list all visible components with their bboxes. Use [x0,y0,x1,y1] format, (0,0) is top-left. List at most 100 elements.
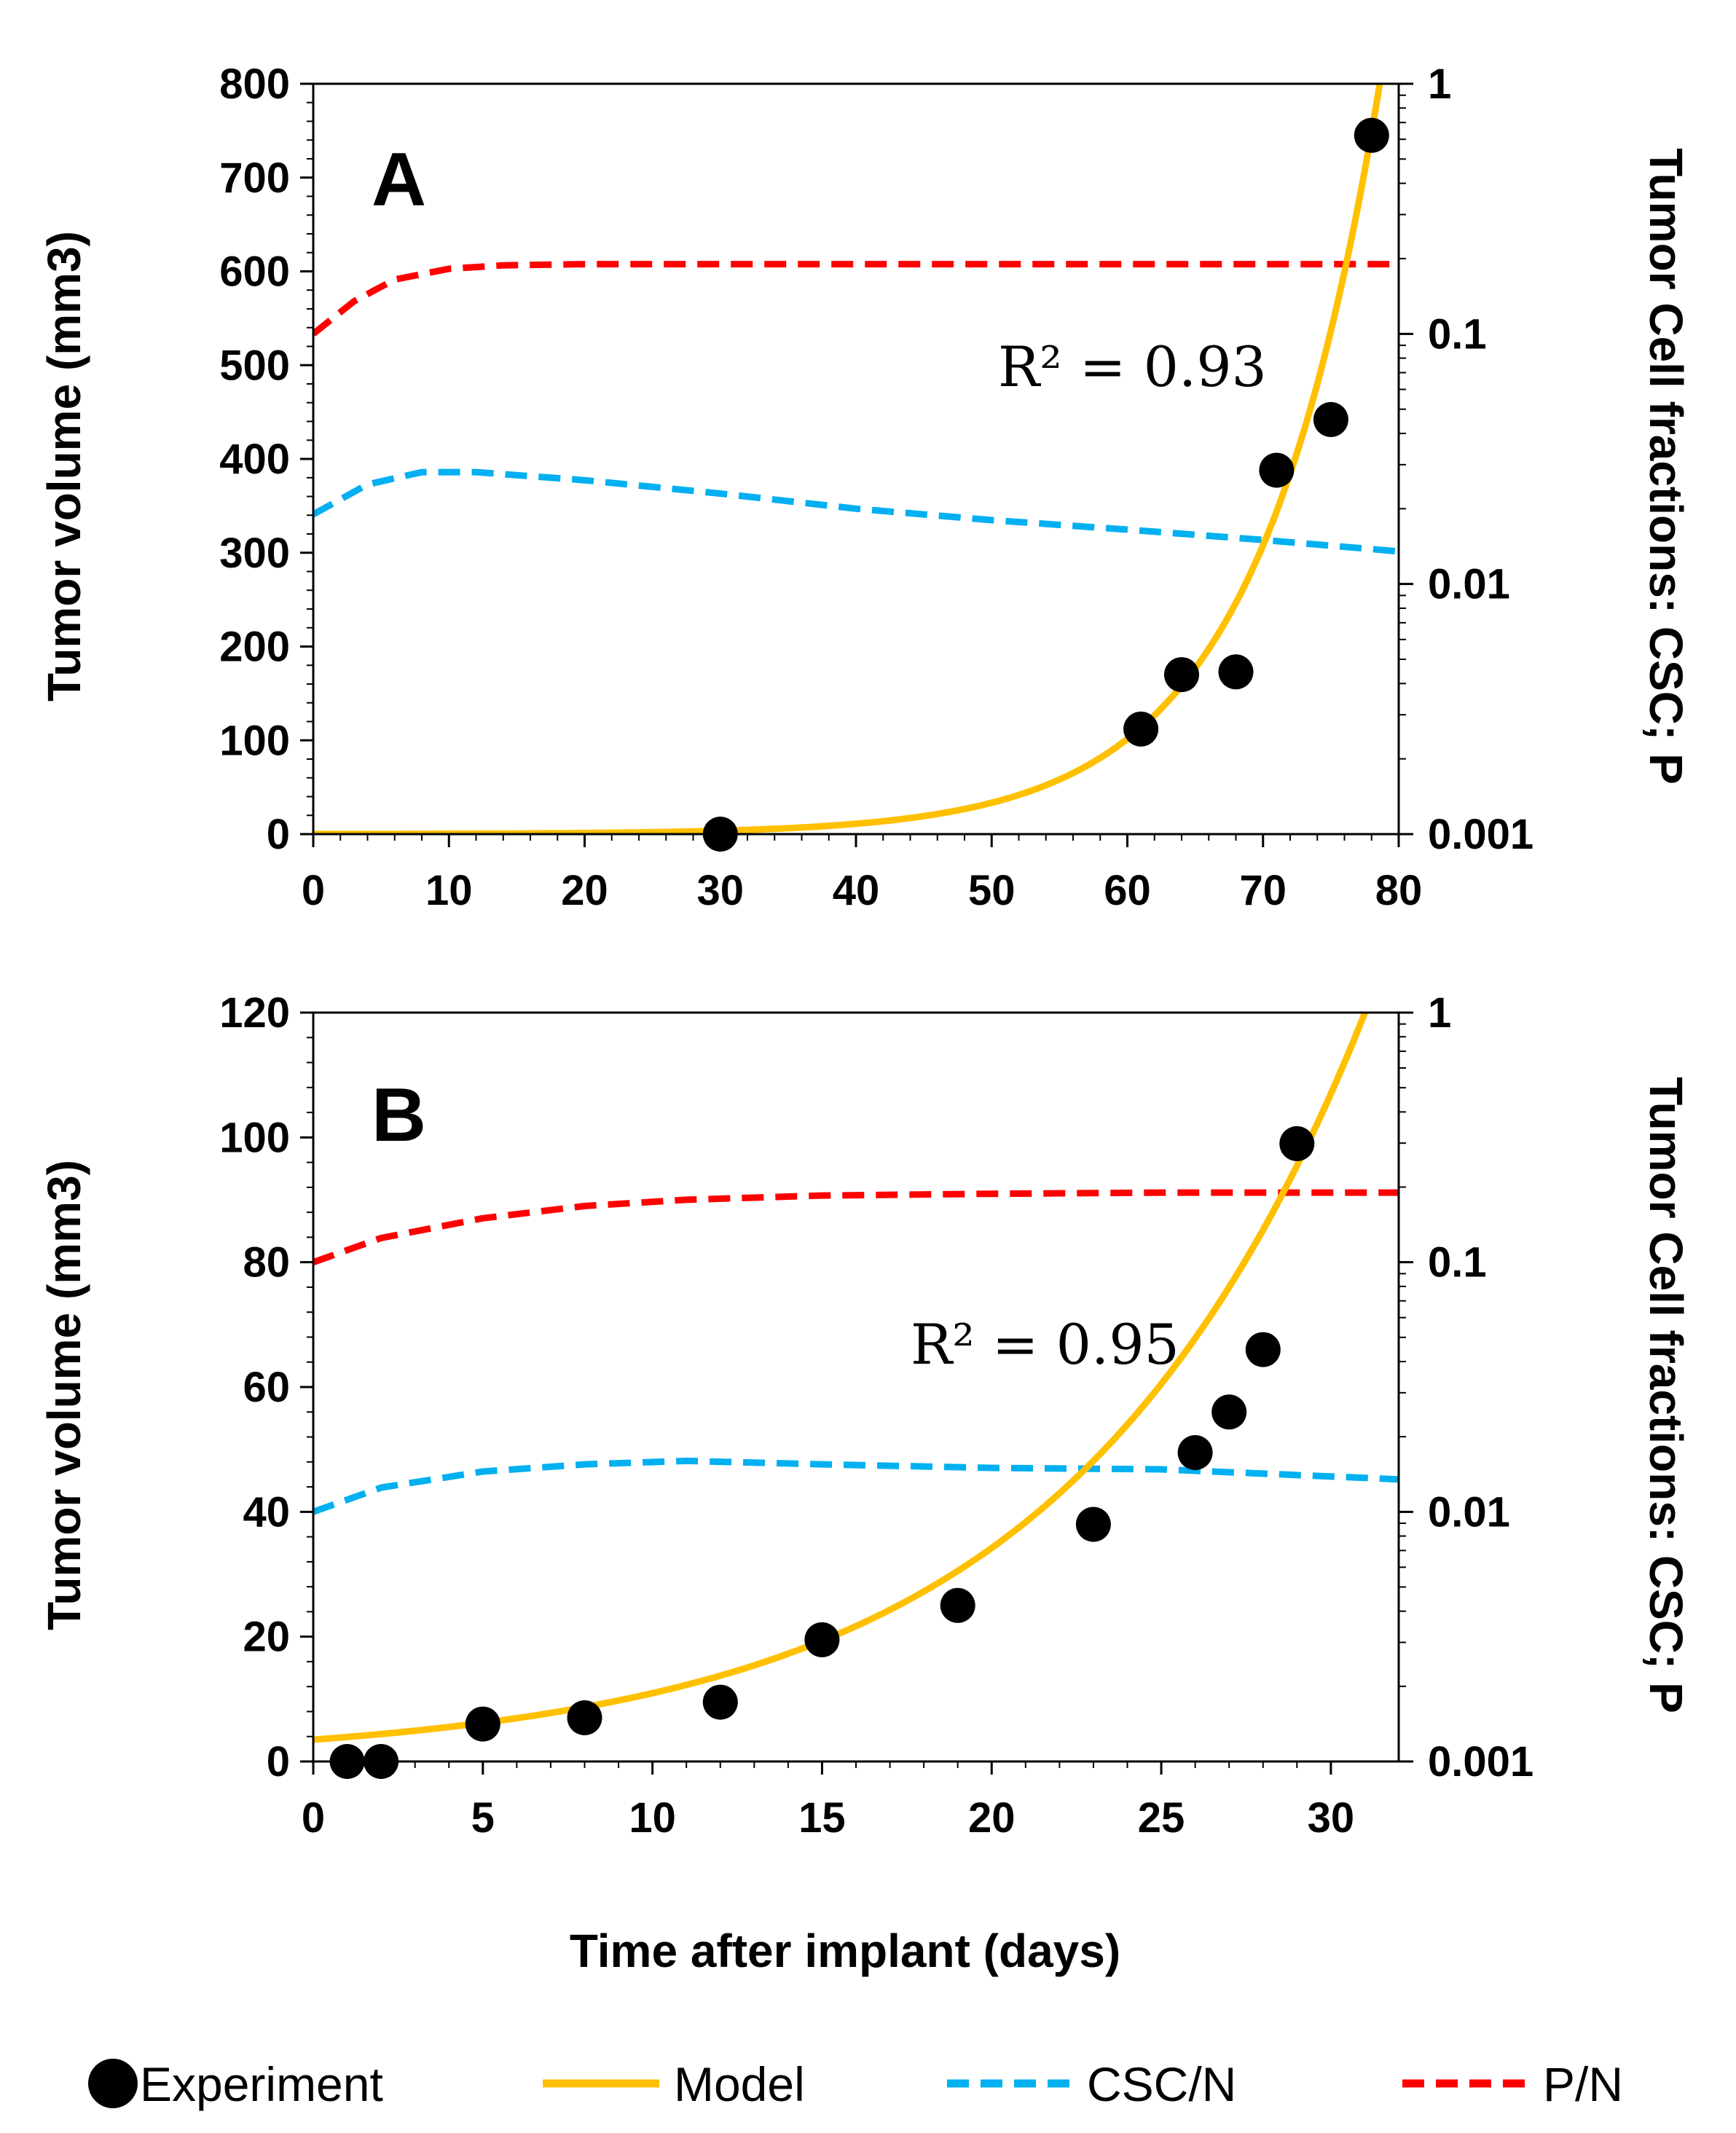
y2-axis-ticks-b: 0.001 0.01 0.1 1 [1399,989,1533,1786]
model-line-b [313,1013,1369,1743]
experiment-point [1218,654,1254,690]
experiment-point [1177,1435,1213,1470]
y2-tick-label: 0.001 [1428,811,1533,858]
y2-tick-label: 0.001 [1428,1738,1533,1786]
csc-fraction-line-b [313,1457,1399,1515]
experiment-point [567,1700,602,1735]
x-axis-ticks-a: 0 10 20 30 40 50 60 70 80 [302,834,1422,914]
y-tick-label: 0 [267,1738,290,1786]
y-tick-label: 60 [243,1364,290,1411]
y-tick-label: 800 [219,60,290,108]
experiment-point [1075,1507,1111,1542]
y2-tick-label: 0.1 [1428,1239,1487,1287]
panel-label-b: B [372,1073,426,1158]
plot-frame-a [312,82,1400,836]
x-tick-label: 0 [302,867,325,914]
y-tick-label: 200 [219,624,290,671]
plot-frame-b [312,1011,1400,1763]
y-tick-label: 80 [243,1239,290,1287]
y-tick-label: 0 [267,811,290,858]
p-fraction-line-a [313,261,1399,337]
legend: Experiment Model CSC/N P/N [88,2057,1623,2111]
y-tick-label: 120 [219,989,290,1037]
y-tick-label: 100 [219,1114,290,1161]
x-axis-title: Time after implant (days) [570,1925,1120,1977]
model-line-a [313,84,1383,834]
experiment-point [1164,657,1199,693]
y2-axis-ticks-a: 0.001 0.01 0.1 1 [1399,60,1533,858]
y-tick-label: 100 [219,717,290,764]
x-tick-label: 15 [798,1794,846,1842]
p-fraction-line-b [313,1189,1399,1265]
legend-experiment-marker [88,2059,138,2108]
model-line-a [313,84,1383,834]
y-axis-ticks-b: 0 20 40 60 80 100 120 [219,989,313,1786]
model-line-b [313,1013,1369,1743]
y-axis-ticks-a: 0 100 200 300 400 500 600 700 800 [219,60,313,858]
y-tick-label: 600 [219,248,290,296]
y-tick-label: 700 [219,154,290,202]
y2-tick-label: 0.1 [1428,310,1487,358]
y-axis-title-b: Tumor volume (mm3) [38,1160,90,1630]
x-tick-label: 25 [1138,1794,1185,1842]
experiment-points-a [702,117,1389,852]
csc-fraction-line-b [313,1457,1399,1515]
experiment-point [804,1622,840,1657]
experiment-point [1313,401,1348,437]
x-tick-label: 20 [561,867,608,914]
y2-tick-label: 1 [1428,989,1451,1037]
x-tick-label: 20 [968,1794,1016,1842]
experiment-point [1123,711,1159,747]
x-tick-label: 40 [833,867,880,914]
x-tick-label: 50 [968,867,1016,914]
y-tick-label: 500 [219,342,290,389]
x-tick-label: 10 [425,867,473,914]
p-fraction-line-a [313,261,1399,337]
y2-tick-label: 0.01 [1428,561,1510,608]
plot-frame-a [312,82,1400,836]
x-tick-label: 0 [302,1794,325,1842]
experiment-points-b [329,1126,1315,1779]
y2-tick-label: 1 [1428,60,1451,108]
y-tick-label: 40 [243,1488,290,1536]
x-tick-label: 60 [1104,867,1151,914]
legend-item-csc: CSC/N [947,2057,1236,2111]
y2-axis-title-a: Tumor Cell fractions: CSC; P [1640,148,1692,785]
legend-p-label: P/N [1543,2057,1623,2111]
legend-item-p: P/N [1402,2057,1623,2111]
y-tick-label: 300 [219,530,290,577]
x-tick-label: 10 [629,1794,676,1842]
x-tick-label: 30 [1308,1794,1355,1842]
experiment-point [1211,1394,1247,1430]
legend-csc-label: CSC/N [1087,2057,1236,2111]
y2-axis-title-b: Tumor Cell fractions: CSC; P [1640,1077,1692,1713]
experiment-point [465,1706,500,1742]
p-fraction-line-b [313,1189,1399,1265]
y2-tick-label: 0.01 [1428,1488,1510,1536]
experiment-point [940,1587,975,1623]
x-tick-label: 30 [696,867,744,914]
experiment-point [1259,452,1295,488]
csc-fraction-line-a [313,468,1399,555]
panel-label-a: A [372,138,426,222]
legend-experiment-label: Experiment [140,2057,383,2111]
y-axis-title-a: Tumor volume (mm3) [38,231,90,702]
y-tick-label: 20 [243,1614,290,1661]
legend-model-label: Model [674,2057,805,2111]
experiment-point [702,1684,738,1720]
x-axis-ticks-b: 0 5 10 15 20 25 30 [302,1761,1354,1842]
experiment-point [1279,1126,1315,1161]
y-tick-label: 400 [219,436,290,483]
r-squared-annotation-b: R² = 0.95 [911,1312,1179,1377]
x-tick-label: 5 [471,1794,495,1842]
x-tick-label: 70 [1239,867,1287,914]
panel-a-chart: 0 10 20 30 40 50 60 70 80 0 100 200 300 400 500 600 700… [38,60,1692,914]
r-squared-annotation-a: R² = 0.93 [998,334,1267,399]
csc-fraction-line-a [313,468,1399,555]
plot-frame-b [312,1011,1400,1763]
x-tick-label: 80 [1375,867,1423,914]
experiment-point [1245,1332,1281,1367]
legend-item-model: Model [543,2057,805,2111]
